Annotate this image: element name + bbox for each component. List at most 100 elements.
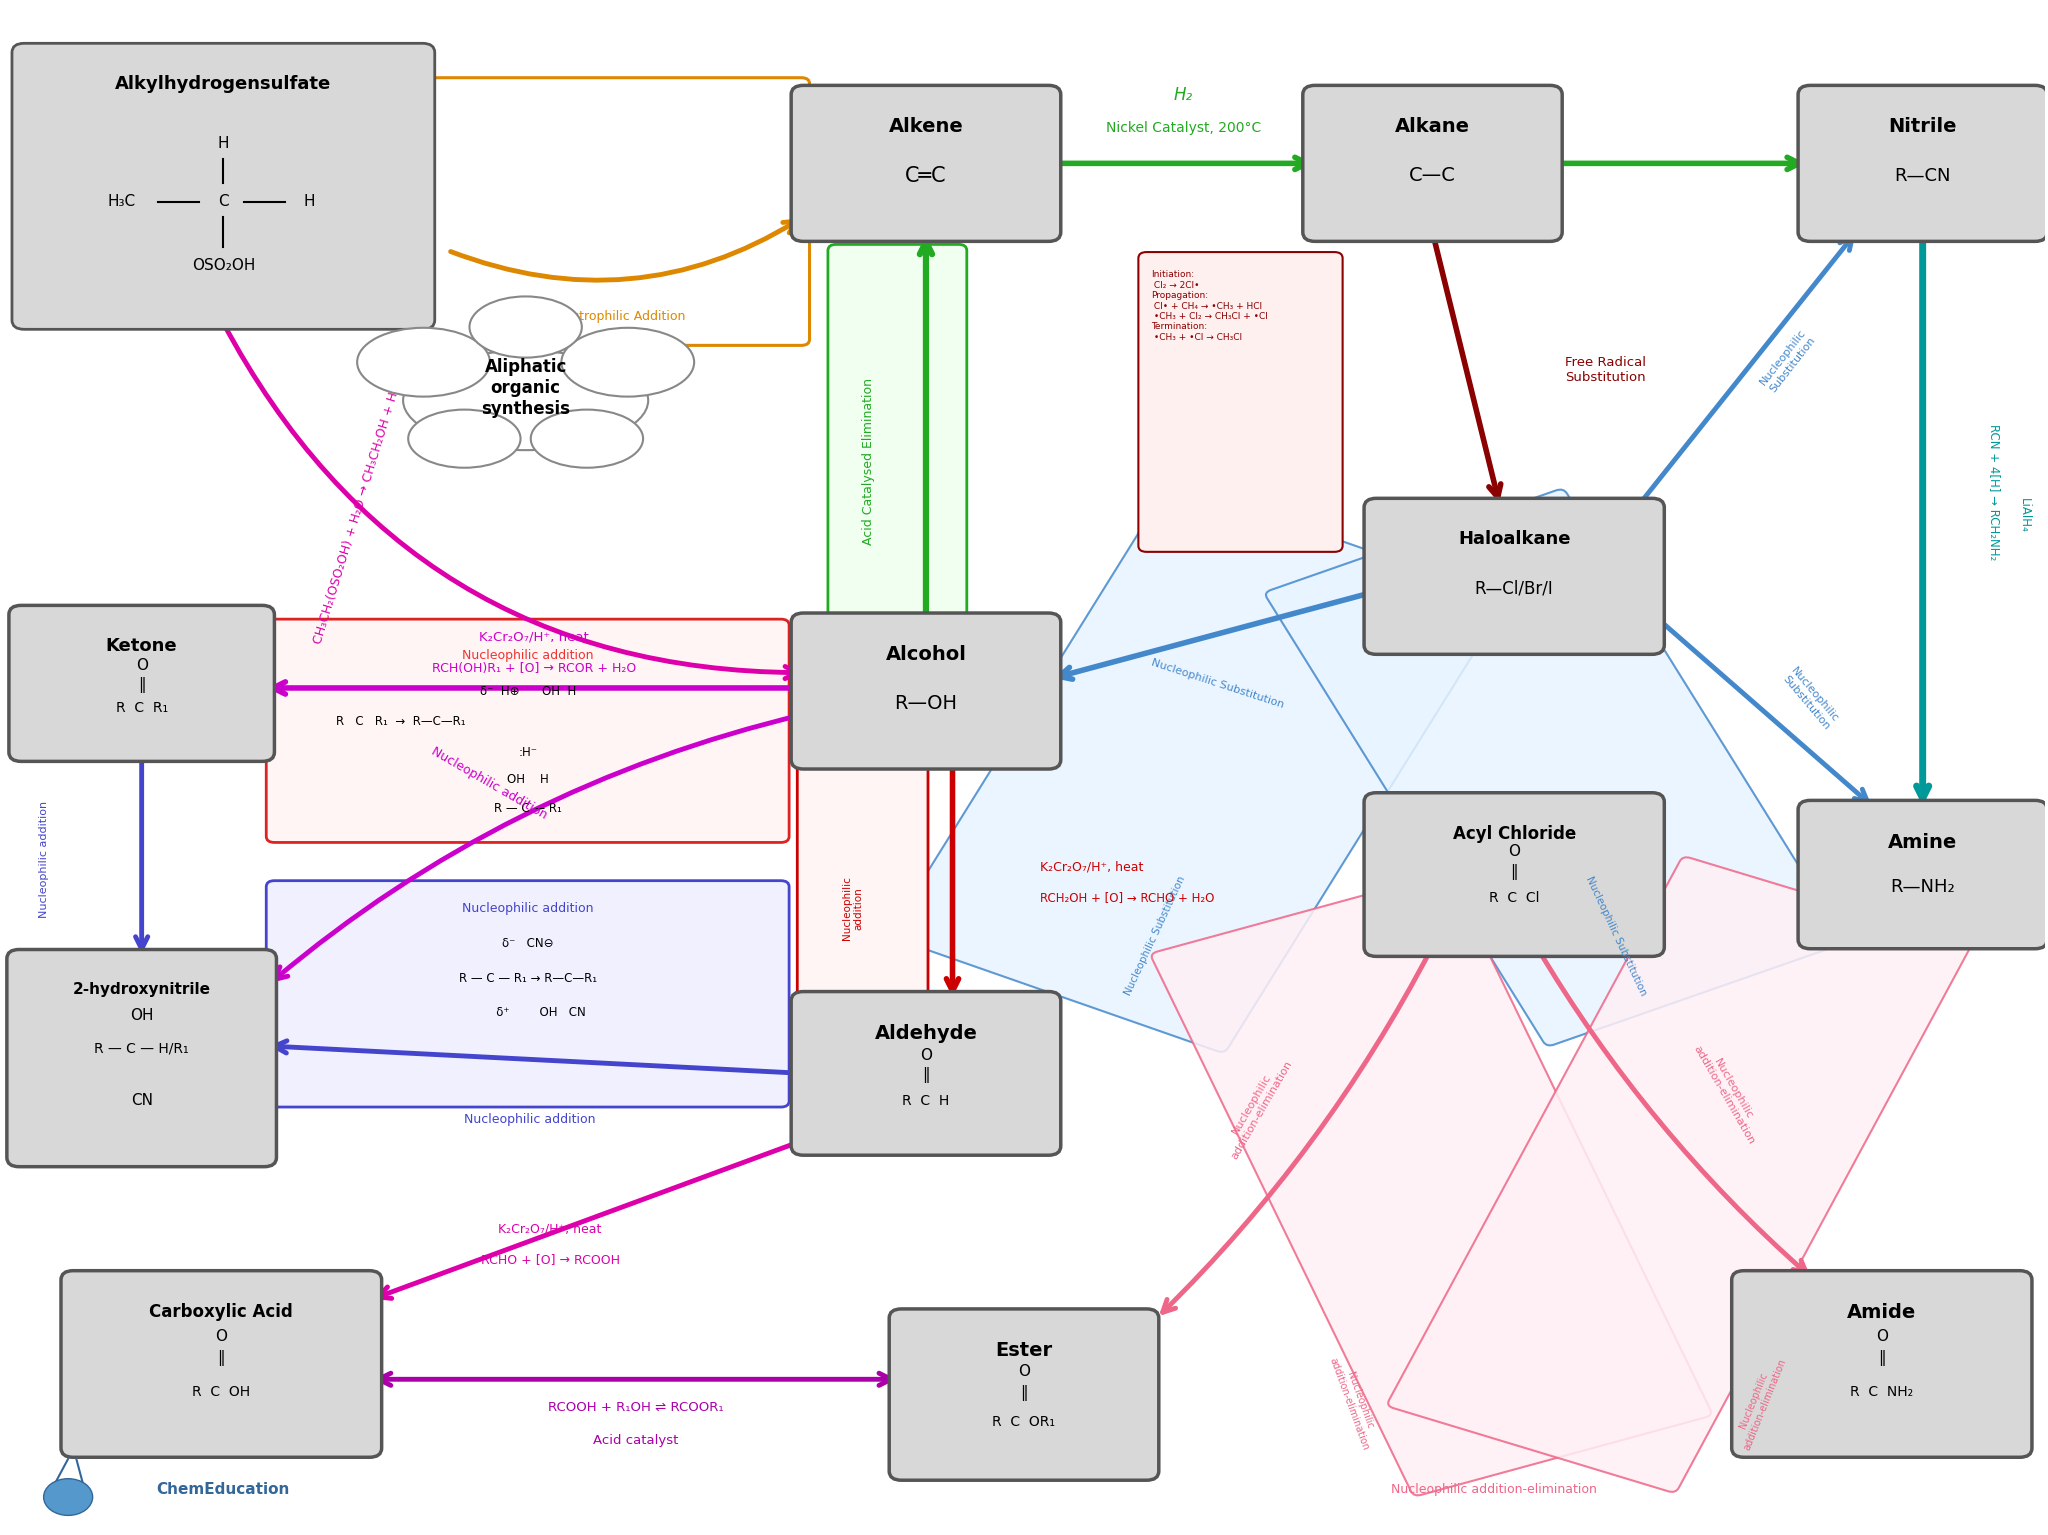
FancyBboxPatch shape bbox=[61, 1271, 381, 1457]
Text: Acid Catalysed Elimination: Acid Catalysed Elimination bbox=[862, 378, 874, 545]
Text: R  C  Cl: R C Cl bbox=[1489, 890, 1540, 904]
Text: Nucleophilic
addition-elimination: Nucleophilic addition-elimination bbox=[1692, 1038, 1765, 1145]
FancyBboxPatch shape bbox=[1389, 857, 1970, 1492]
Text: Nucleophilic
Substitution: Nucleophilic Substitution bbox=[1759, 327, 1817, 394]
FancyBboxPatch shape bbox=[791, 86, 1061, 241]
Text: Acyl Chloride: Acyl Chloride bbox=[1452, 824, 1575, 843]
Text: Free Radical
Substitution: Free Radical Substitution bbox=[1565, 356, 1647, 384]
FancyBboxPatch shape bbox=[791, 612, 1061, 769]
Text: OSO₂OH: OSO₂OH bbox=[193, 258, 256, 273]
Text: R—OH: R—OH bbox=[895, 694, 958, 712]
FancyBboxPatch shape bbox=[1151, 873, 1710, 1495]
Text: LiAlH₄: LiAlH₄ bbox=[2017, 497, 2032, 533]
Text: K₂Cr₂O₇/H⁺, heat: K₂Cr₂O₇/H⁺, heat bbox=[498, 1223, 602, 1236]
Text: RCOOH + R₁OH ⇌ RCOOR₁: RCOOH + R₁OH ⇌ RCOOR₁ bbox=[549, 1400, 723, 1414]
Text: R — C — R₁: R — C — R₁ bbox=[494, 803, 561, 815]
Text: Nucleophilic Substitution: Nucleophilic Substitution bbox=[1151, 657, 1286, 709]
Text: O: O bbox=[1876, 1329, 1888, 1345]
Text: RCH₂OH + [O] → RCHO + H₂O: RCH₂OH + [O] → RCHO + H₂O bbox=[1040, 890, 1214, 904]
Text: Aliphatic
organic
synthesis: Aliphatic organic synthesis bbox=[481, 358, 569, 418]
Text: O: O bbox=[215, 1329, 227, 1345]
Text: C═C: C═C bbox=[905, 166, 946, 186]
Text: Amine: Amine bbox=[1888, 832, 1958, 852]
Text: R — C — H/R₁: R — C — H/R₁ bbox=[94, 1042, 188, 1056]
Text: ‖: ‖ bbox=[922, 1067, 930, 1082]
Text: H₂: H₂ bbox=[1174, 86, 1192, 103]
Text: Alkane: Alkane bbox=[1395, 118, 1470, 137]
Text: Haloalkane: Haloalkane bbox=[1458, 531, 1571, 548]
Text: ChemEducation: ChemEducation bbox=[156, 1481, 289, 1497]
Text: C—C: C—C bbox=[1409, 166, 1456, 186]
Text: Nucleophilic
addition: Nucleophilic addition bbox=[842, 876, 864, 939]
Text: Acid catalyst: Acid catalyst bbox=[594, 1434, 678, 1448]
FancyBboxPatch shape bbox=[266, 881, 788, 1107]
Text: RCN + 4[H] → RCH₂NH₂: RCN + 4[H] → RCH₂NH₂ bbox=[1989, 424, 2001, 560]
Text: RCHO + [O] → RCOOH: RCHO + [O] → RCOOH bbox=[481, 1254, 621, 1266]
Text: δ⁻   CN⊖: δ⁻ CN⊖ bbox=[502, 936, 553, 950]
Text: ‖: ‖ bbox=[1020, 1385, 1028, 1401]
Text: Nucleophilic addition: Nucleophilic addition bbox=[428, 744, 549, 821]
Text: Carboxylic Acid: Carboxylic Acid bbox=[150, 1303, 293, 1320]
Ellipse shape bbox=[403, 350, 647, 450]
Text: Alkylhydrogensulfate: Alkylhydrogensulfate bbox=[115, 75, 332, 94]
FancyBboxPatch shape bbox=[889, 1309, 1159, 1480]
Ellipse shape bbox=[469, 296, 582, 358]
Ellipse shape bbox=[530, 410, 643, 468]
FancyBboxPatch shape bbox=[1139, 252, 1343, 553]
Ellipse shape bbox=[561, 328, 694, 396]
Text: O: O bbox=[1507, 844, 1520, 860]
FancyBboxPatch shape bbox=[827, 244, 967, 682]
Text: R — C — R₁ → R—C—R₁: R — C — R₁ → R—C—R₁ bbox=[459, 972, 596, 985]
Text: R  C  OH: R C OH bbox=[193, 1385, 250, 1398]
FancyBboxPatch shape bbox=[1364, 792, 1665, 956]
Text: Nucleophilic Substitution: Nucleophilic Substitution bbox=[1585, 875, 1649, 998]
Text: Electrophilic Addition: Electrophilic Addition bbox=[553, 310, 686, 322]
Text: R  C  H: R C H bbox=[903, 1094, 950, 1108]
Text: Nucleophilic addition: Nucleophilic addition bbox=[465, 1113, 596, 1125]
FancyBboxPatch shape bbox=[891, 484, 1505, 1051]
FancyBboxPatch shape bbox=[8, 605, 274, 761]
Text: Nitrile: Nitrile bbox=[1888, 118, 1958, 137]
Text: R—Cl/Br/I: R—Cl/Br/I bbox=[1475, 580, 1554, 597]
Text: δ⁺        OH   CN: δ⁺ OH CN bbox=[469, 1005, 586, 1019]
Text: Nucleophilic addition-elimination: Nucleophilic addition-elimination bbox=[1391, 1483, 1597, 1497]
Text: CH₃CH₂(OSO₂OH) + H₂O → CH₃CH₂OH + H₂SO₄: CH₃CH₂(OSO₂OH) + H₂O → CH₃CH₂OH + H₂SO₄ bbox=[311, 364, 410, 645]
FancyBboxPatch shape bbox=[1798, 86, 2048, 241]
Ellipse shape bbox=[408, 410, 520, 468]
Ellipse shape bbox=[356, 328, 489, 396]
Text: RCH(OH)R₁ + [O] → RCOR + H₂O: RCH(OH)R₁ + [O] → RCOR + H₂O bbox=[432, 662, 637, 674]
FancyBboxPatch shape bbox=[1798, 800, 2048, 949]
Text: R   C   R₁  →  R—C—R₁: R C R₁ → R—C—R₁ bbox=[336, 715, 465, 728]
Text: Alcohol: Alcohol bbox=[885, 645, 967, 665]
FancyBboxPatch shape bbox=[266, 619, 788, 843]
Text: CN: CN bbox=[131, 1093, 154, 1108]
Text: Nucleophilic
addition-elimination: Nucleophilic addition-elimination bbox=[1327, 1352, 1382, 1452]
Text: Aldehyde: Aldehyde bbox=[874, 1024, 977, 1042]
Text: Nucleophilic
addition-elimination: Nucleophilic addition-elimination bbox=[1219, 1053, 1294, 1160]
FancyBboxPatch shape bbox=[12, 43, 434, 330]
Text: Nucleophilic addition: Nucleophilic addition bbox=[463, 901, 594, 915]
Text: Nickel Catalyst, 200°C: Nickel Catalyst, 200°C bbox=[1106, 121, 1262, 135]
Text: Nucleophilic
addition-elimination: Nucleophilic addition-elimination bbox=[1731, 1352, 1788, 1452]
Text: R—NH₂: R—NH₂ bbox=[1890, 878, 1956, 896]
Text: H: H bbox=[217, 137, 229, 150]
Text: Ester: Ester bbox=[995, 1342, 1053, 1360]
Text: ‖: ‖ bbox=[137, 677, 145, 692]
Text: R  C  NH₂: R C NH₂ bbox=[1849, 1385, 1913, 1398]
Text: R  C  R₁: R C R₁ bbox=[115, 701, 168, 715]
FancyBboxPatch shape bbox=[430, 78, 809, 345]
Text: H₃C: H₃C bbox=[106, 193, 135, 209]
FancyBboxPatch shape bbox=[1364, 499, 1665, 654]
Text: R—CN: R—CN bbox=[1894, 167, 1952, 184]
Text: O: O bbox=[1018, 1365, 1030, 1378]
Text: H: H bbox=[303, 193, 315, 209]
Text: 2-hydroxynitrile: 2-hydroxynitrile bbox=[72, 981, 211, 996]
Text: C: C bbox=[217, 193, 229, 209]
Text: R  C  OR₁: R C OR₁ bbox=[993, 1415, 1055, 1429]
Text: K₂Cr₂O₇/H⁺, heat: K₂Cr₂O₇/H⁺, heat bbox=[1040, 861, 1143, 873]
Text: K₂Cr₂O₇/H⁺, heat: K₂Cr₂O₇/H⁺, heat bbox=[479, 631, 588, 645]
Text: Nucleophilic Substitution: Nucleophilic Substitution bbox=[1122, 875, 1188, 998]
Text: Alkene: Alkene bbox=[889, 118, 963, 137]
Text: Nucleophilic addition: Nucleophilic addition bbox=[39, 801, 49, 918]
Text: OH    H: OH H bbox=[506, 774, 549, 786]
